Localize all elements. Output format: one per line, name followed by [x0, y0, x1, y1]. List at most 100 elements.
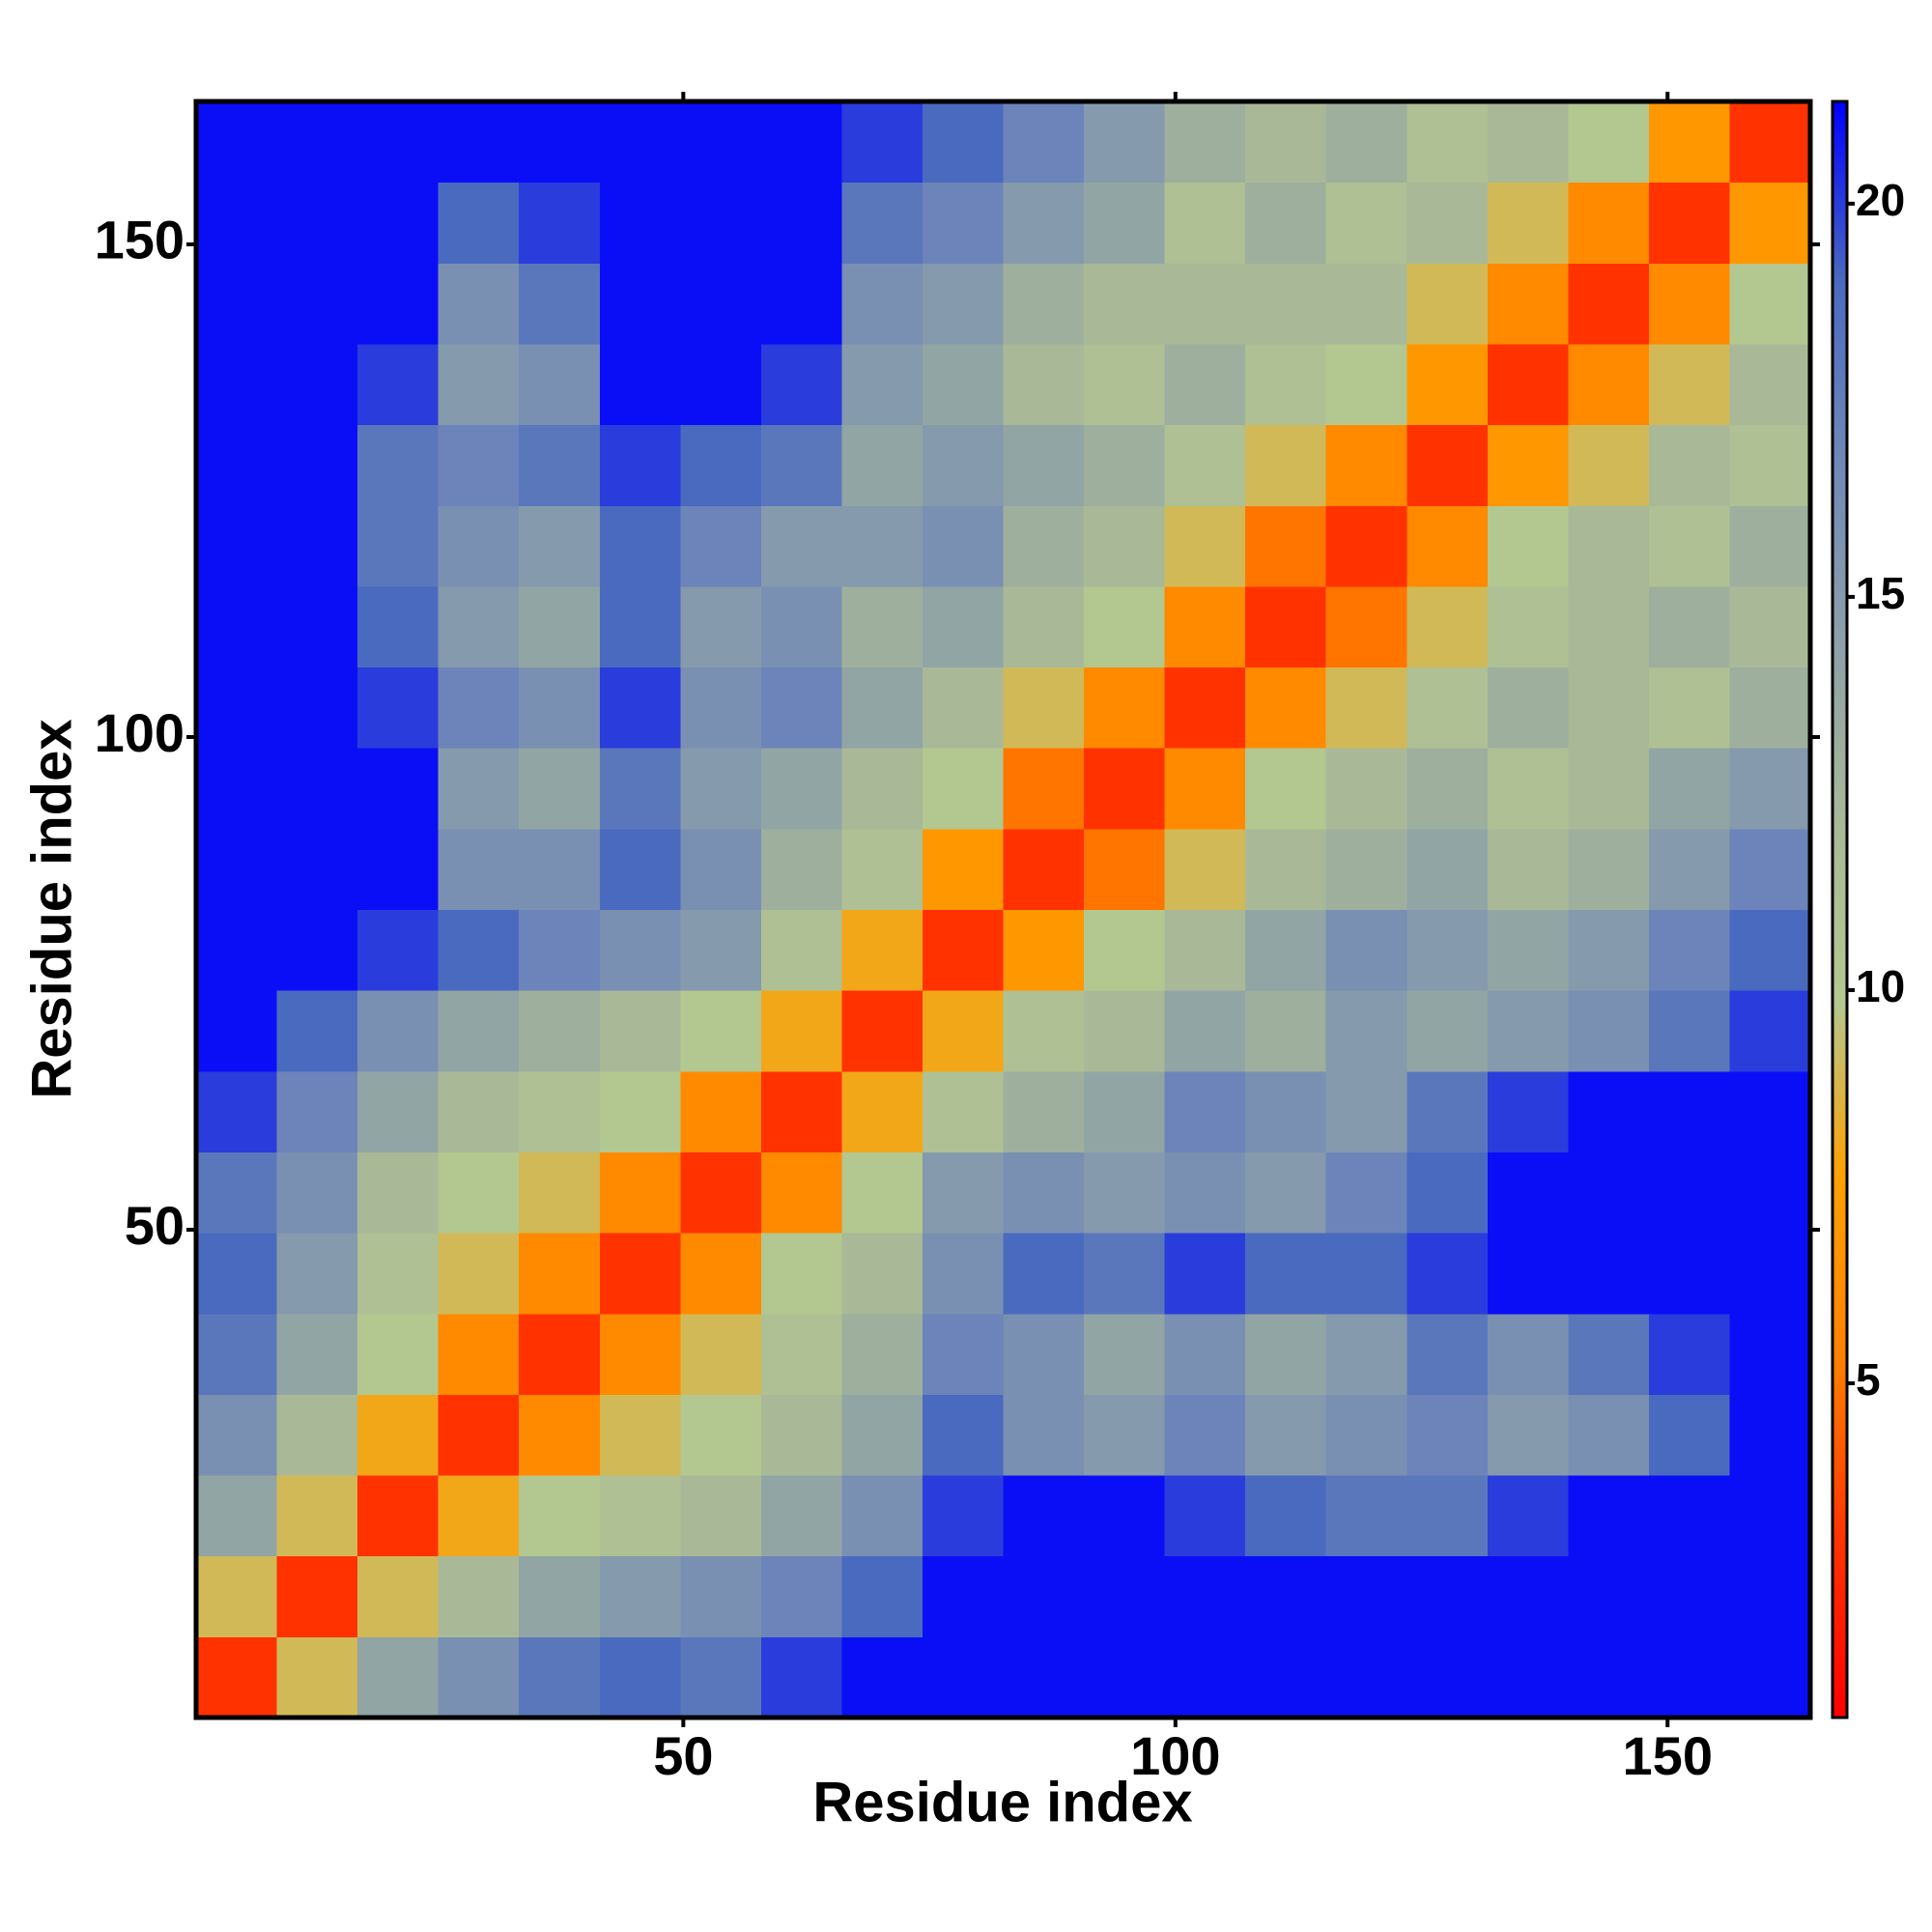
heatmap-cell	[760, 1151, 842, 1234]
heatmap-cell	[1487, 585, 1569, 668]
heatmap-cell	[1487, 263, 1569, 345]
heatmap-cell	[276, 1555, 358, 1637]
heatmap-cell	[760, 1070, 842, 1152]
heatmap-cell	[196, 909, 278, 991]
heatmap-cell	[760, 585, 842, 668]
heatmap-cell	[1003, 667, 1085, 749]
heatmap-cell	[1245, 343, 1327, 426]
heatmap-cell	[1164, 1151, 1246, 1234]
heatmap-cell	[196, 424, 278, 506]
heatmap-cell	[599, 667, 681, 749]
heatmap-cell	[1325, 1555, 1407, 1637]
heatmap-cell	[1487, 1070, 1569, 1152]
heatmap-cell	[1084, 1475, 1166, 1557]
heatmap-cell	[196, 101, 278, 184]
heatmap-cell	[1325, 1233, 1407, 1315]
heatmap-cell	[1325, 1070, 1407, 1152]
heatmap-cell	[1325, 748, 1407, 830]
heatmap-cell	[1245, 585, 1327, 668]
heatmap-cell	[1648, 505, 1730, 587]
heatmap-cell	[1003, 263, 1085, 345]
heatmap-cell	[1164, 1394, 1246, 1476]
heatmap-cell	[276, 1475, 358, 1557]
heatmap-cell	[760, 1394, 842, 1476]
heatmap-cell	[519, 1555, 601, 1637]
heatmap-cell	[922, 182, 1004, 264]
heatmap-cell	[1245, 1313, 1327, 1395]
heatmap-cell	[680, 424, 762, 506]
heatmap-cell	[276, 585, 358, 668]
heatmap-cell	[1406, 343, 1489, 426]
heatmap-cell	[1406, 1394, 1489, 1476]
y-axis-label: Residue index	[20, 719, 83, 1098]
heatmap-cell	[1648, 1394, 1730, 1476]
heatmap-cell	[922, 1070, 1004, 1152]
heatmap-cell	[1164, 1555, 1246, 1637]
heatmap-cell	[357, 1394, 440, 1476]
heatmap-cell	[1164, 909, 1246, 991]
heatmap-cell	[841, 1070, 923, 1152]
heatmap-cell	[599, 505, 681, 587]
heatmap-cell	[1003, 1151, 1085, 1234]
heatmap-cell	[599, 1475, 681, 1557]
heatmap-cell	[1648, 263, 1730, 345]
heatmap-cell	[1568, 424, 1650, 506]
heatmap-cell	[760, 1475, 842, 1557]
heatmap-cell	[1406, 424, 1489, 506]
heatmap-cell	[1406, 1070, 1489, 1152]
heatmap-cell	[438, 1475, 520, 1557]
heatmap-cell	[841, 1636, 923, 1719]
heatmap-cell	[276, 990, 358, 1072]
heatmap-cell	[1325, 101, 1407, 184]
y-tick-label: 50	[125, 1195, 185, 1256]
heatmap-cell	[196, 263, 278, 345]
heatmap-cell	[1729, 990, 1811, 1072]
heatmap-cell	[1084, 182, 1166, 264]
heatmap-cell	[1648, 1555, 1730, 1637]
heatmap-cell	[1487, 1394, 1569, 1476]
heatmap-cell	[841, 343, 923, 426]
heatmap-cell	[1729, 1636, 1811, 1719]
heatmap-cell	[276, 667, 358, 749]
heatmap-cell	[1648, 101, 1730, 184]
heatmap-cell	[196, 1394, 278, 1476]
heatmap-cell	[438, 505, 520, 587]
heatmap-cell	[599, 1394, 681, 1476]
heatmap-cell	[276, 182, 358, 264]
heatmap-cell	[1245, 748, 1327, 830]
heatmap-cell	[276, 1313, 358, 1395]
heatmap-cell	[519, 1151, 601, 1234]
heatmap-cell	[1245, 424, 1327, 506]
heatmap-cell	[760, 1636, 842, 1719]
heatmap-cell	[357, 1555, 440, 1637]
heatmap-cell	[760, 909, 842, 991]
heatmap-cell	[1164, 505, 1246, 587]
heatmap-cell	[1003, 585, 1085, 668]
heatmap-cell	[760, 1233, 842, 1315]
heatmap-cell	[922, 1233, 1004, 1315]
heatmap-cell	[1648, 828, 1730, 910]
heatmap-cell	[1003, 343, 1085, 426]
x-tick-label: 150	[1623, 1725, 1713, 1786]
heatmap-cell	[1325, 1475, 1407, 1557]
heatmap-cell	[438, 263, 520, 345]
heatmap-cell	[1164, 424, 1246, 506]
heatmap-cell	[1325, 667, 1407, 749]
heatmap-cell	[599, 182, 681, 264]
heatmap-cell	[519, 1313, 601, 1395]
heatmap-cell	[922, 909, 1004, 991]
heatmap-cell	[1245, 263, 1327, 345]
heatmap-cell	[438, 909, 520, 991]
heatmap-cell	[922, 1555, 1004, 1637]
heatmap-cell	[1164, 828, 1246, 910]
heatmap-cell	[1003, 1070, 1085, 1152]
heatmap-cell	[680, 1475, 762, 1557]
heatmap-cell	[438, 1070, 520, 1152]
heatmap-cell	[1729, 667, 1811, 749]
heatmap-cell	[357, 1636, 440, 1719]
heatmap-cell	[196, 182, 278, 264]
heatmap-cell	[760, 263, 842, 345]
heatmap-cell	[841, 748, 923, 830]
heatmap-cell	[760, 667, 842, 749]
heatmap-cell	[1406, 990, 1489, 1072]
